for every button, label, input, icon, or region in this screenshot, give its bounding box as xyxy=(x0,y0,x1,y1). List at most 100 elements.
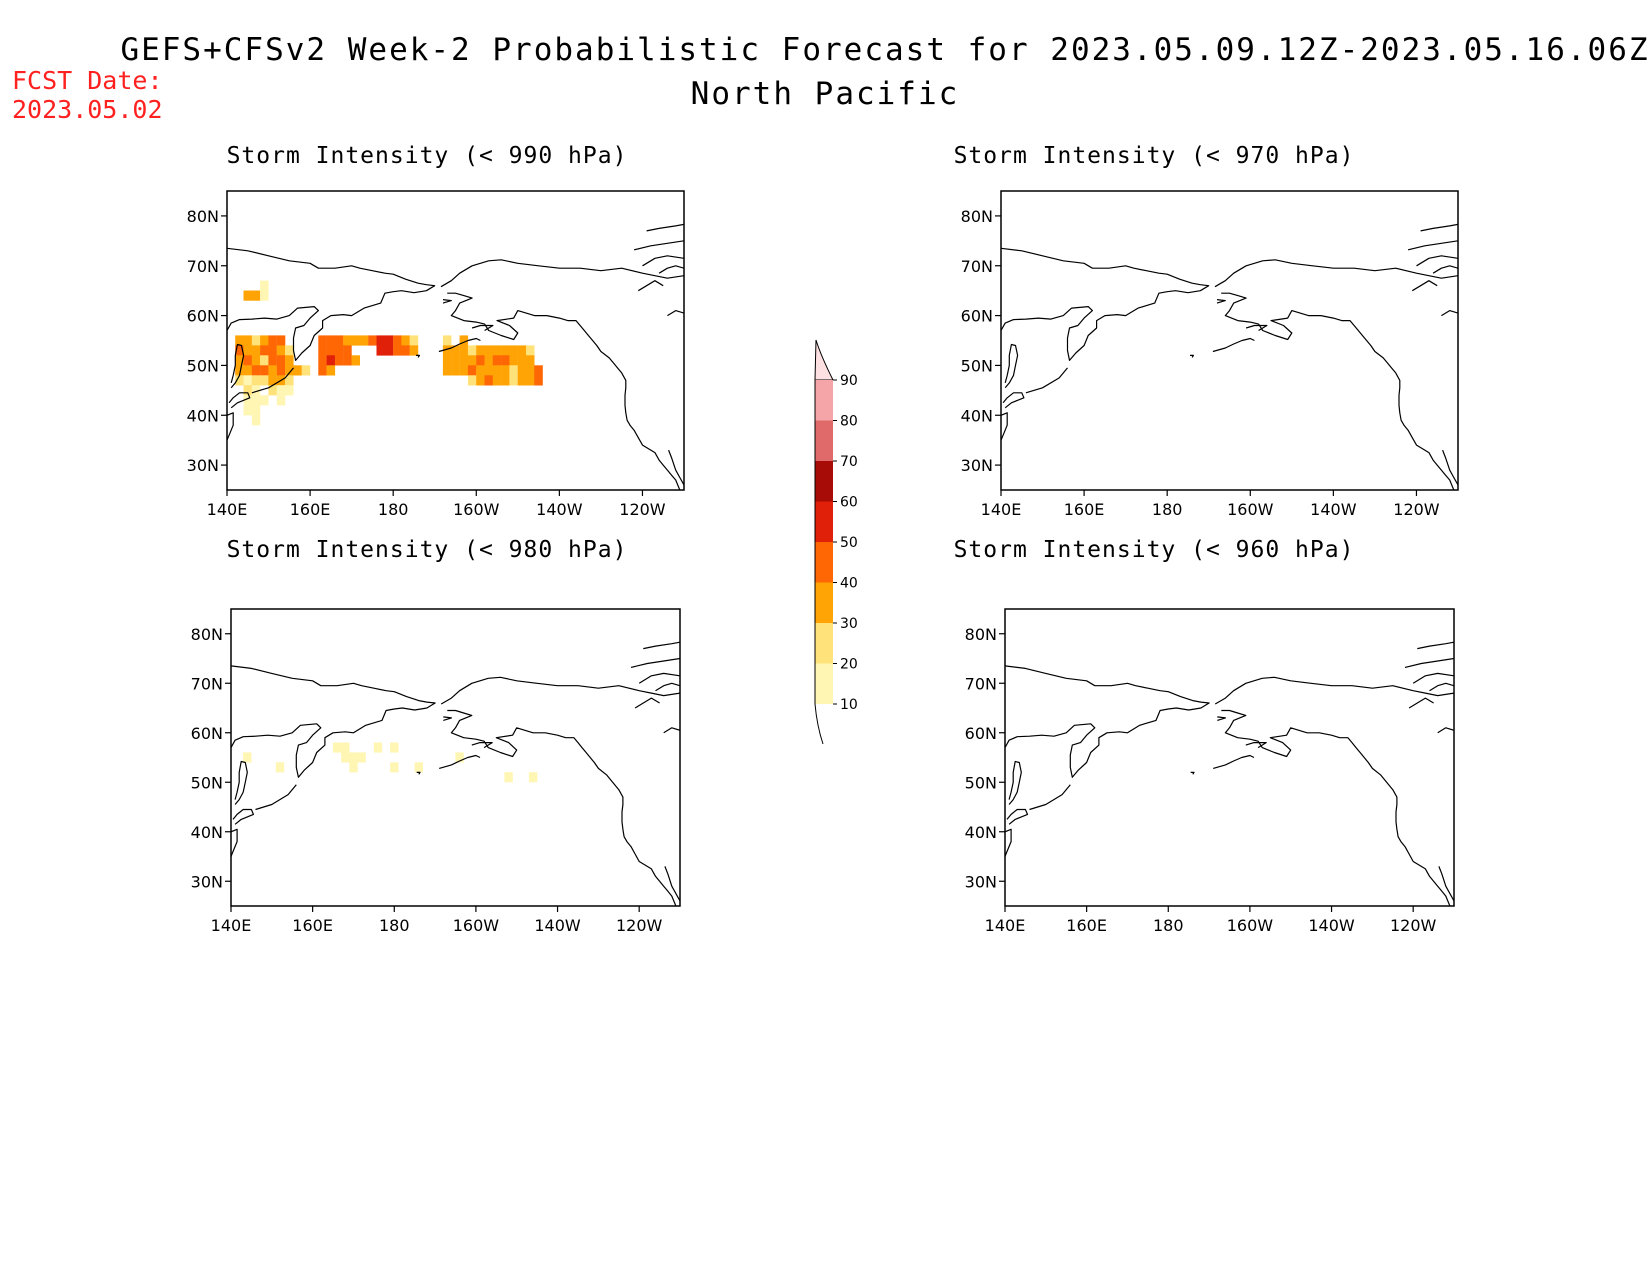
lon-tick-label: 180 xyxy=(379,916,410,935)
coastlines xyxy=(231,641,680,906)
probability-cell xyxy=(368,335,377,346)
probability-cell xyxy=(409,345,419,356)
region-title: North Pacific xyxy=(690,76,960,112)
probability-cell xyxy=(343,335,352,346)
probability-cell xyxy=(509,375,518,386)
probability-cell xyxy=(260,335,269,346)
probability-cell xyxy=(384,335,394,346)
probability-cell xyxy=(285,345,294,356)
lat-tick-label: 40N xyxy=(965,823,997,842)
lat-tick-label: 70N xyxy=(187,257,219,276)
probability-cell xyxy=(243,752,252,763)
probability-cell xyxy=(301,365,311,376)
coastline xyxy=(1006,808,1029,825)
lat-tick-label: 80N xyxy=(965,625,997,644)
colorbar-swatch xyxy=(815,623,833,664)
probability-cell xyxy=(534,365,543,376)
probability-cell xyxy=(260,365,269,376)
probability-cell xyxy=(351,355,360,366)
probability-cell xyxy=(349,752,358,763)
coastline xyxy=(1411,280,1438,292)
probability-cell xyxy=(235,375,244,386)
coastline xyxy=(227,412,234,441)
probability-cell xyxy=(243,290,252,301)
probability-cell xyxy=(526,375,535,386)
lon-tick-label: 160W xyxy=(453,500,500,519)
probability-cell xyxy=(517,355,527,366)
coastline xyxy=(658,265,684,274)
probability-cell xyxy=(401,345,410,356)
probability-cell xyxy=(442,335,452,346)
probability-cell xyxy=(251,375,261,386)
probability-cell xyxy=(334,335,344,346)
probability-cell xyxy=(409,335,419,346)
probability-cell xyxy=(318,335,327,346)
lon-tick-label: 120W xyxy=(1393,500,1440,519)
probability-cell xyxy=(343,345,352,356)
lon-tick-label: 120W xyxy=(1390,916,1437,935)
colorbar-swatch xyxy=(815,461,833,502)
coastline xyxy=(227,247,436,361)
coastline xyxy=(1214,676,1454,705)
coastline xyxy=(630,657,680,668)
lat-tick-label: 40N xyxy=(187,406,219,425)
lon-tick-label: 160E xyxy=(1064,500,1105,519)
probability-cell xyxy=(442,365,452,376)
coastline xyxy=(1442,449,1458,486)
probability-cell xyxy=(251,415,261,426)
coastline xyxy=(416,771,421,775)
colorbar-label: 40 xyxy=(840,576,858,592)
coastline xyxy=(439,754,481,769)
coastline xyxy=(1416,255,1458,267)
coastline xyxy=(234,760,248,805)
coastline xyxy=(1029,784,1071,811)
probability-cell xyxy=(293,365,302,376)
coastline xyxy=(1408,697,1434,709)
probability-cell xyxy=(268,345,277,356)
coastline xyxy=(1417,641,1454,650)
coastline xyxy=(634,697,660,709)
coastline xyxy=(1213,754,1255,769)
probability-cell xyxy=(492,365,502,376)
probability-cell xyxy=(276,345,286,356)
probability-cell xyxy=(476,375,485,386)
coastline xyxy=(1420,223,1458,232)
lat-tick-label: 30N xyxy=(191,872,223,891)
coastline xyxy=(230,343,245,389)
probability-cell xyxy=(459,355,469,366)
coastline xyxy=(1002,392,1025,409)
coastline xyxy=(251,367,294,394)
lon-tick-label: 140E xyxy=(207,500,248,519)
coastline xyxy=(643,641,680,650)
colorbar-label: 20 xyxy=(840,657,858,673)
coastline xyxy=(668,449,684,486)
probability-cell xyxy=(285,385,294,396)
map-frame xyxy=(1000,190,1459,491)
probability-cell xyxy=(467,365,477,376)
probability-cell xyxy=(509,355,518,366)
coastline xyxy=(1190,771,1195,775)
probability-cell xyxy=(235,345,244,356)
lon-tick-label: 140W xyxy=(536,500,583,519)
probability-cell xyxy=(343,355,352,366)
probability-cell xyxy=(492,345,502,356)
lon-tick-label: 180 xyxy=(1153,916,1184,935)
probability-cell xyxy=(260,345,269,356)
probability-cell xyxy=(492,375,502,386)
probability-cell xyxy=(484,345,493,356)
colorbar: 90 80 70 60 50 40 30 20 10 xyxy=(814,339,858,745)
probability-cell xyxy=(341,742,350,753)
lon-tick-label: 160E xyxy=(290,500,331,519)
probability-cell xyxy=(509,345,518,356)
probability-cell xyxy=(528,772,538,783)
forecast-date-block: FCST Date: 2023.05.02 xyxy=(12,66,163,124)
colorbar-swatch xyxy=(815,582,833,623)
lon-tick-label: 160E xyxy=(1066,916,1107,935)
coastline xyxy=(1245,742,1267,749)
panel-title-970: Storm Intensity (< 970 hPa) xyxy=(953,143,1355,169)
probability-cell xyxy=(526,365,535,376)
probability-cells xyxy=(243,742,538,783)
probability-cell xyxy=(351,335,360,346)
lat-tick-label: 30N xyxy=(965,872,997,891)
